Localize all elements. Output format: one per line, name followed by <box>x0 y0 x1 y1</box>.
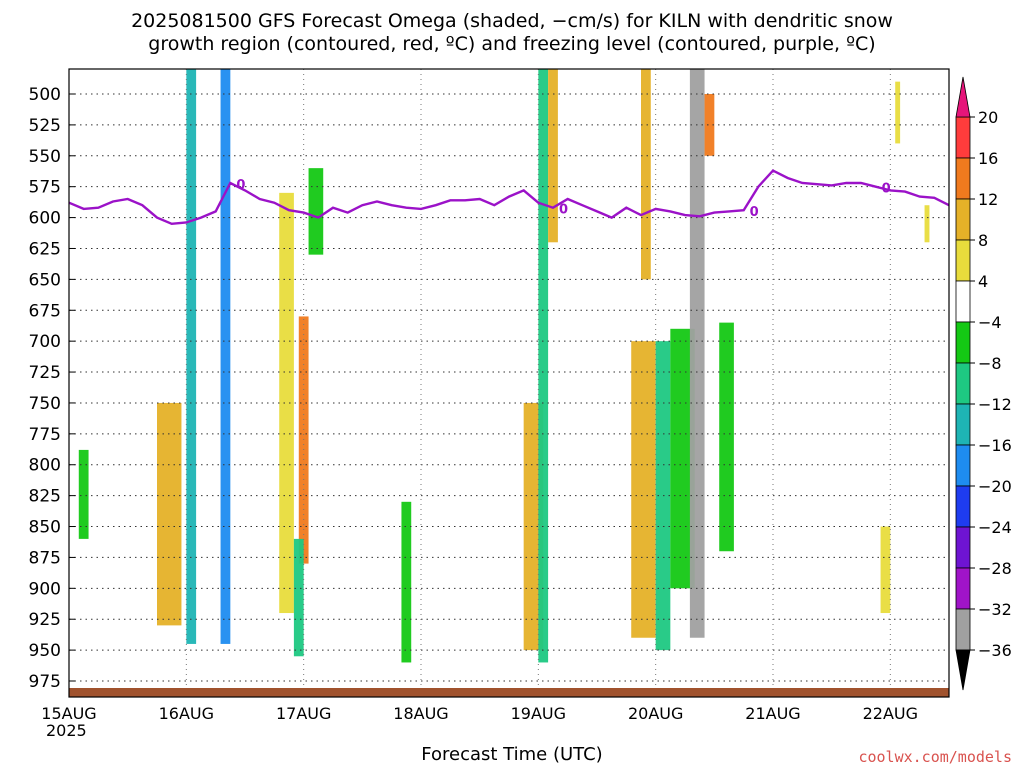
omega-shaded-region-4 <box>279 192 294 614</box>
colorbar-label-4: 4 <box>978 272 988 291</box>
omega-shaded-region-8 <box>401 501 412 663</box>
y-tick-label-750: 750 <box>29 394 61 414</box>
colorbar-segment-11 <box>955 567 971 610</box>
y-tick-label-550: 550 <box>29 147 61 167</box>
x-tick-label-16AUG: 16AUG <box>159 704 214 723</box>
colorbar-label-9: −20 <box>978 477 1012 496</box>
y-tick-label-850: 850 <box>29 518 61 538</box>
y-tick-label-600: 600 <box>29 209 61 229</box>
y-tick-label-900: 900 <box>29 579 61 599</box>
y-tick-label-875: 875 <box>29 548 61 568</box>
omega-shaded-region-12 <box>631 341 656 638</box>
omega-shaded-region-1 <box>157 402 182 626</box>
x-tick-label-21AUG: 21AUG <box>745 704 800 723</box>
colorbar-segment-10 <box>955 526 971 569</box>
colorbar-label-13: −36 <box>978 641 1012 660</box>
omega-shaded-region-2 <box>186 69 197 644</box>
chart-title-line1: 2025081500 GFS Forecast Omega (shaded, −… <box>131 10 893 32</box>
omega-shaded-region-3 <box>220 69 231 644</box>
plot-frame <box>68 68 950 698</box>
colorbar-label-7: −12 <box>978 395 1012 414</box>
y-tick-label-700: 700 <box>29 332 61 352</box>
colorbar-segment-1 <box>955 157 971 200</box>
freezing-level-label: 0 <box>559 203 568 218</box>
y-tick-label-675: 675 <box>29 301 61 321</box>
omega-shaded-region-21 <box>924 205 930 243</box>
omega-shaded-region-19 <box>880 526 891 614</box>
y-tick-label-975: 975 <box>29 672 61 692</box>
omega-shaded-region-16 <box>689 69 705 638</box>
colorbar-segment-7 <box>955 403 971 446</box>
colorbar-segment-2 <box>955 198 971 241</box>
colorbar-segment-0 <box>955 116 971 159</box>
omega-shaded-region-18 <box>704 94 715 156</box>
year-label: 2025 <box>46 721 87 740</box>
colorbar-label-2: 12 <box>978 190 998 209</box>
colorbar-label-11: −28 <box>978 559 1012 578</box>
omega-shaded-region-17 <box>719 322 734 552</box>
credit-text: coolwx.com/models <box>858 748 1012 766</box>
colorbar-label-0: 20 <box>978 108 998 127</box>
plot-area <box>69 69 949 697</box>
x-axis-label: Forecast Time (UTC) <box>421 744 603 765</box>
colorbar-label-5: −4 <box>978 313 1002 332</box>
y-tick-label-650: 650 <box>29 270 61 290</box>
y-tick-label-800: 800 <box>29 456 61 476</box>
y-tick-label-925: 925 <box>29 610 61 630</box>
y-tick-label-725: 725 <box>29 363 61 383</box>
freezing-level-line <box>68 169 950 226</box>
omega-shaded-region-10 <box>538 69 549 663</box>
colorbar-label-8: −16 <box>978 436 1012 455</box>
omega-shaded-region-20 <box>895 81 901 144</box>
freezing-level-label: 0 <box>236 178 245 193</box>
x-tick-label-17AUG: 17AUG <box>276 704 331 723</box>
x-tick-label-22AUG: 22AUG <box>863 704 918 723</box>
colorbar-label-1: 16 <box>978 149 998 168</box>
x-tick-label-18AUG: 18AUG <box>393 704 448 723</box>
colorbar-bottom-arrow <box>955 649 971 691</box>
omega-shaded-region-7 <box>293 538 304 657</box>
colorbar-label-12: −32 <box>978 600 1012 619</box>
y-tick-label-500: 500 <box>29 85 61 105</box>
omega-shaded-region-5 <box>298 316 309 564</box>
y-tick-label-575: 575 <box>29 178 61 198</box>
colorbar-segment-9 <box>955 485 971 528</box>
omega-shaded-region-13 <box>641 69 651 280</box>
colorbar-segment-4 <box>955 280 971 323</box>
y-tick-label-525: 525 <box>29 116 61 136</box>
colorbar-segment-12 <box>955 608 971 651</box>
colorbar-label-6: −8 <box>978 354 1002 373</box>
colorbar-label-3: 8 <box>978 231 988 250</box>
freezing-level-label: 0 <box>882 182 891 197</box>
y-tick-label-825: 825 <box>29 487 61 507</box>
y-tick-label-950: 950 <box>29 641 61 661</box>
freezing-level-label: 0 <box>750 205 759 220</box>
colorbar-top-arrow <box>955 76 971 118</box>
colorbar-segment-6 <box>955 362 971 405</box>
y-tick-label-775: 775 <box>29 425 61 445</box>
colorbar-segment-8 <box>955 444 971 487</box>
colorbar-segment-5 <box>955 321 971 364</box>
x-tick-label-15AUG: 15AUG <box>41 704 96 723</box>
x-tick-label-20AUG: 20AUG <box>628 704 683 723</box>
colorbar-segment-3 <box>955 239 971 282</box>
colorbar-label-10: −24 <box>978 518 1012 537</box>
y-tick-label-625: 625 <box>29 239 61 259</box>
chart-title-line2: growth region (contoured, red, ºC) and f… <box>148 33 876 55</box>
terrain-band <box>69 688 949 697</box>
omega-shaded-region-6 <box>308 168 324 255</box>
x-tick-label-19AUG: 19AUG <box>511 704 566 723</box>
omega-shaded-region-0 <box>78 449 89 539</box>
